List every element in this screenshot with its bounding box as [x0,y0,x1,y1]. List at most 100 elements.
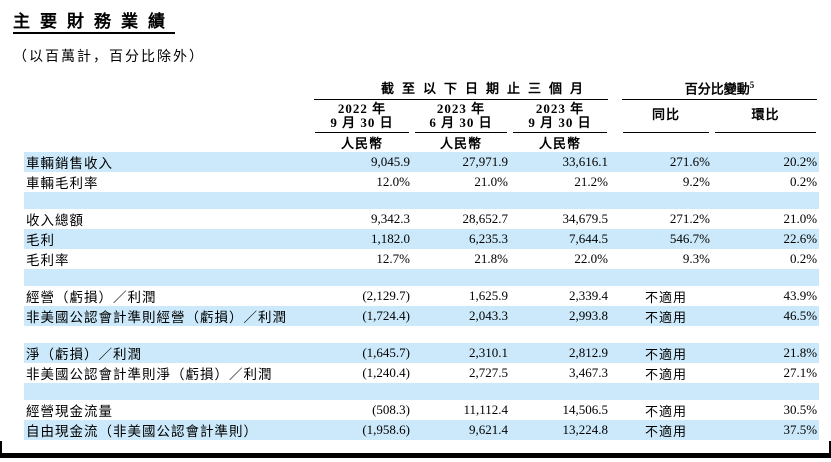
page-title: 主要財務業績 [13,12,831,34]
page-title-text: 主要財務業績 [13,12,175,34]
header-spacer [712,133,819,152]
header-spacer [24,100,312,133]
yoy-label: 同比 [652,106,681,122]
cell-value: 21.0% [474,174,508,189]
pct-change-group-label: 百分比變動5 [622,78,818,100]
cell-value: 不適用 [645,346,688,362]
pct-change-text: 百分比變動 [684,81,750,96]
spacer-cell [24,326,819,343]
spacer-row [24,383,820,400]
cell-value: 1,625.9 [469,288,508,303]
cell-value: (508.3) [372,402,410,417]
date-year: 2023 年 [535,101,585,116]
column-gap [610,209,620,229]
cell-value: 21.2% [574,174,609,189]
pct-change-group-cell: 百分比變動5 [620,76,819,100]
table-row: 車輛銷售收入 9,045.9 27,971.9 33,616.1 271.6% 20.2% [24,152,820,172]
table-row: 經營（虧損）／利潤 (2,129.7) 1,625.9 2,339.4 不適用 43.9% [24,286,819,306]
cell-value: 不適用 [645,423,688,439]
cell-value: 0.2% [789,174,818,189]
table-row: 自由現金流（非美國公認會計準則） (1,958.6) 9,621.4 13,224.8… [24,420,820,440]
currency-label: 人民幣 [340,136,383,151]
header-spacer [24,76,312,100]
table-row: 車輛毛利率 12.0% 21.0% 21.2% 9.2% 0.2% [24,172,819,192]
date-year: 2023 年 [436,101,486,116]
cell-value: 9,342.3 [371,211,410,226]
page-bottom-border [0,453,831,458]
table-row: 毛利率 12.7% 21.8% 22.0% 9.3% 0.2% [24,249,819,269]
cell-value: (1,958.6) [362,422,410,437]
cell-value: 12.7% [376,251,410,266]
cell-value: 27,971.9 [462,154,509,169]
cell-value: 43.9% [783,288,818,303]
row-label: 非美國公認會計準則經營（虧損）／利潤 [26,310,287,325]
financial-report-page: { "page": { "title": "主要財務業績", "subtitle… [0,12,831,462]
spacer-row [24,269,820,286]
cell-value: 271.6% [669,154,711,169]
cell-value: 34,679.5 [562,211,609,226]
row-label: 收入總額 [26,213,84,228]
currency-label: 人民幣 [439,136,482,151]
column-gap [610,363,620,383]
cell-value: 22.6% [783,231,818,246]
cell-value: 2,310.1 [469,345,508,360]
column-gap [610,343,620,363]
page-edge-left [0,441,2,455]
table-row: 非美國公認會計準則淨（虧損）／利潤 (1,240.4) 2,727.5 3,467.3… [24,363,819,383]
table-body: 車輛銷售收入 9,045.9 27,971.9 33,616.1 271.6% 20.2%… [24,152,820,440]
cell-value: 9.3% [682,251,711,266]
cell-value: 21.0% [783,211,818,226]
table-row: 經營現金流量 (508.3) 11,112.4 14,506.5 不適用 30.5% [24,400,819,420]
row-label: 毛利 [26,233,55,248]
table-row: 收入總額 9,342.3 28,652.7 34,679.5 271.2% 21.0% [24,209,819,229]
currency-label: 人民幣 [539,136,582,151]
cell-value: (2,129.7) [362,288,410,303]
cell-value: 21.8% [783,345,818,360]
row-label: 車輛銷售收入 [26,156,113,171]
group-header-row: 截至以下日期止三個月 百分比變動5 [24,76,819,100]
col-header-qoq: 環比 [712,100,819,133]
cell-value: (1,724.4) [362,308,410,323]
table-row: 淨（虧損）／利潤 (1,645.7) 2,310.1 2,812.9 不適用 21.8% [24,343,820,363]
cell-value: 30.5% [783,402,818,417]
cell-value: 20.2% [783,154,818,169]
column-gap [610,229,620,249]
column-gap [610,133,620,152]
cell-value: 不適用 [645,289,688,305]
qoq-label: 環比 [751,106,780,122]
column-gap [610,420,620,440]
col-header-yoy: 同比 [620,100,712,133]
table-row: 毛利 1,182.0 6,235.3 7,644.5 546.7% 22.6% [24,229,820,249]
cell-value: 2,812.9 [569,345,609,360]
cell-value: 9.2% [682,174,711,189]
row-label: 車輛毛利率 [26,176,99,191]
cell-value: 28,652.7 [462,211,509,226]
column-gap [610,400,620,420]
cell-value: (1,645.7) [362,345,410,360]
cell-value: 37.5% [783,422,818,437]
cell-value: 46.5% [783,308,818,323]
table-row: 非美國公認會計準則經營（虧損）／利潤 (1,724.4) 2,043.3 2,993.… [24,306,820,326]
cell-value: 2,339.4 [569,288,609,303]
date-day: 6 月 30 日 [429,114,493,130]
date-year: 2022 年 [337,101,387,116]
cell-value: (1,240.4) [362,365,410,380]
spacer-cell [24,269,819,286]
period-group-label: 截至以下日期止三個月 [314,82,609,100]
cell-value: 14,506.5 [562,402,609,417]
row-label: 自由現金流（非美國公認會計準則） [26,424,258,439]
cell-value: 9,621.4 [469,422,508,437]
header-spacer [24,133,312,152]
cell-value: 271.2% [669,211,711,226]
cell-value: 21.8% [474,251,508,266]
date-day: 9 月 30 日 [528,114,592,130]
cell-value: 不適用 [645,366,688,382]
cell-value: 546.7% [669,231,711,246]
cell-value: 27.1% [783,365,818,380]
